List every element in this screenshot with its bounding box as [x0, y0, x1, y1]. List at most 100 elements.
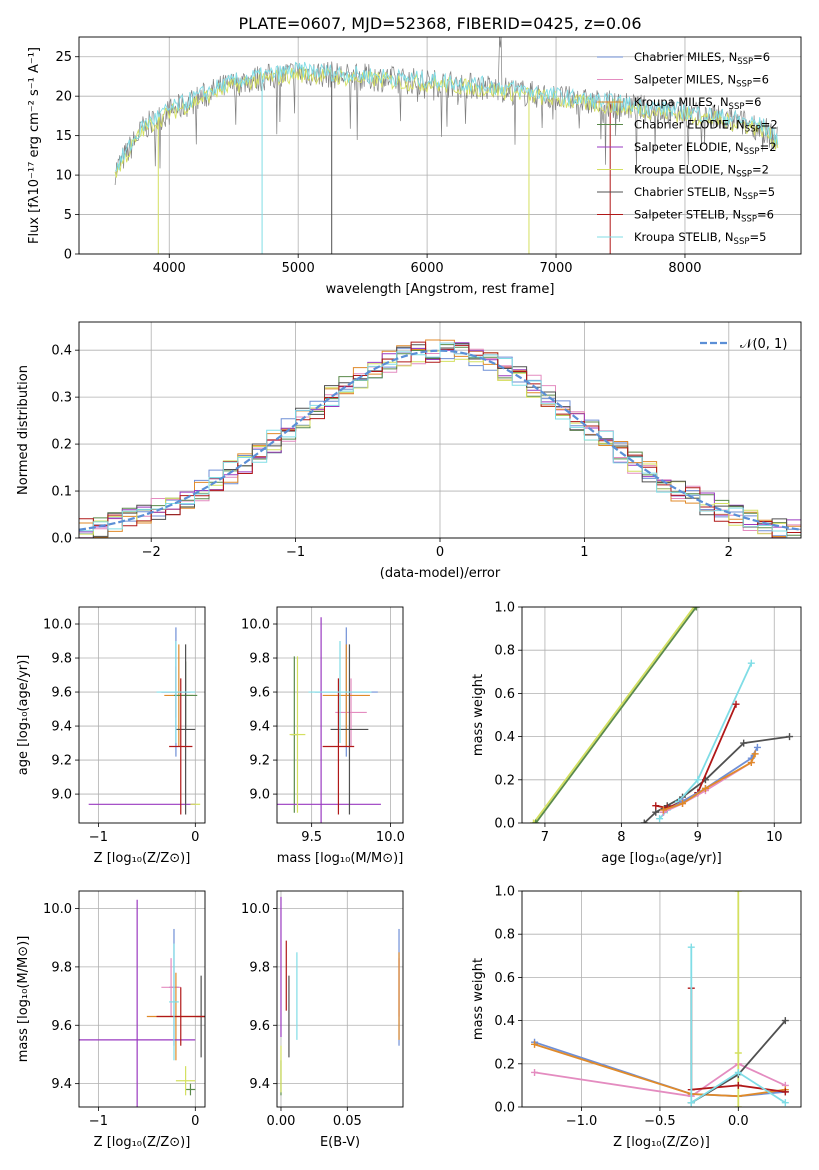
- series-marker: [732, 700, 740, 708]
- axes-frame: [521, 606, 802, 824]
- y-tick-label: 0.0: [51, 532, 72, 547]
- x-tick-label: 4000: [153, 261, 186, 276]
- series-line: [534, 1043, 786, 1098]
- series-marker: [694, 776, 702, 784]
- x-axis-label: Z [log₁₀(Z/Z⊙)]: [94, 1135, 191, 1150]
- x-tick-label: −1: [89, 830, 108, 845]
- y-tick-label: 1.0: [494, 601, 515, 616]
- series-marker: [692, 607, 700, 611]
- series-marker: [751, 750, 759, 758]
- figure-title: PLATE=0607, MJD=52368, FIBERID=0425, z=0…: [238, 14, 641, 33]
- y-tick-label: 1.0: [494, 885, 515, 900]
- series-marker: [781, 1017, 789, 1025]
- series-marker: [747, 759, 755, 767]
- y-tick-label: 9.8: [51, 960, 72, 975]
- y-tick-label: 0.2: [494, 773, 515, 788]
- x-tick-label: 7000: [539, 261, 572, 276]
- x-tick-label: 0: [191, 1114, 199, 1129]
- x-tick-label: 6000: [411, 261, 444, 276]
- y-tick-label: 15: [55, 129, 72, 144]
- legend-label: Kroupa ELODIE, NSSP=2: [634, 163, 769, 180]
- y-tick-label: 0.2: [51, 438, 72, 453]
- series-marker: [747, 659, 755, 667]
- y-tick-label: 9.8: [249, 652, 270, 667]
- legend-label: Salpeter STELIB, NSSP=6: [634, 208, 774, 225]
- x-tick-label: 0.0: [728, 1114, 749, 1129]
- axes-frame: [78, 606, 206, 824]
- y-tick-label: 10: [55, 169, 72, 184]
- series-marker: [687, 943, 695, 951]
- series-marker: [640, 819, 648, 823]
- series-marker: [734, 1068, 742, 1076]
- weight-series: [659, 750, 759, 814]
- series-marker: [531, 1068, 539, 1076]
- error-point: [289, 656, 306, 813]
- y-axis-label: mass weight: [471, 958, 486, 1040]
- series-marker: [531, 1040, 539, 1048]
- series-marker: [734, 1103, 742, 1107]
- legend-label: Chabrier ELODIE, NSSP=2: [634, 118, 778, 135]
- series-line: [532, 607, 695, 823]
- x-tick-label: 9: [694, 830, 702, 845]
- plot-area: [531, 891, 789, 1107]
- x-tick-label: 9.5: [301, 830, 322, 845]
- y-tick-label: 9.2: [51, 754, 72, 769]
- y-tick-label: 0.4: [51, 344, 72, 359]
- series-line: [535, 607, 698, 823]
- y-axis-label: Flux [fλ10⁻¹⁷ erg cm⁻² s⁻¹ A⁻¹]: [27, 47, 42, 244]
- legend: Chabrier MILES, NSSP=6 Salpeter MILES, NS…: [597, 50, 778, 247]
- y-tick-label: 5: [64, 208, 72, 223]
- weight-series: [687, 943, 789, 1107]
- error-point: [277, 617, 381, 823]
- x-tick-label: 1: [580, 545, 588, 560]
- plot-area: [79, 339, 801, 538]
- x-tick-label: −1.0: [566, 1114, 598, 1129]
- series-marker: [781, 1088, 789, 1096]
- y-tick-label: 10.0: [43, 902, 72, 917]
- y-tick-label: 9.6: [249, 1019, 270, 1034]
- legend-label: Kroupa STELIB, NSSP=5: [634, 230, 766, 247]
- plot-area: [529, 607, 794, 823]
- series-line: [534, 1062, 786, 1098]
- x-tick-label: 8: [617, 830, 625, 845]
- series-marker: [529, 819, 537, 823]
- y-tick-label: 9.0: [249, 788, 270, 803]
- y-tick-label: 10.0: [241, 618, 270, 633]
- residual-histogram: [79, 342, 801, 538]
- y-tick-label: 0.8: [494, 644, 515, 659]
- series-marker: [734, 891, 742, 895]
- y-tick-label: 10.0: [43, 618, 72, 633]
- panel-weight-vs-age: 7 8 9 10 0.0 0.2 0.4 0.6 0.8 1.0 age [log₁₀(age/yr…: [471, 601, 802, 866]
- x-tick-label: 2: [725, 545, 733, 560]
- plot-area: [277, 617, 381, 823]
- panel-spectrum: 4000 5000 6000 7000 8000 0 5 10 15 20 25 wavelength…: [27, 36, 802, 297]
- legend-label: Chabrier STELIB, NSSP=5: [634, 185, 775, 202]
- x-tick-label: −2: [142, 545, 161, 560]
- plot-area: [280, 896, 400, 1096]
- y-tick-label: 9.4: [249, 1077, 270, 1092]
- y-tick-label: 0.3: [51, 391, 72, 406]
- y-tick-label: 0.1: [51, 485, 72, 500]
- series-marker: [734, 1081, 742, 1089]
- x-tick-label: 10: [766, 830, 783, 845]
- y-tick-label: 20: [55, 90, 72, 105]
- y-tick-label: 9.8: [51, 652, 72, 667]
- axes-frame: [78, 36, 802, 255]
- y-tick-label: 9.6: [51, 686, 72, 701]
- error-point: [322, 678, 355, 815]
- x-tick-label: 0.00: [267, 1114, 296, 1129]
- series-marker: [679, 800, 687, 808]
- y-axis-label: mass weight: [471, 674, 486, 756]
- series-marker: [652, 802, 660, 810]
- series-line: [663, 761, 752, 814]
- y-axis-label: age [log₁₀(age/yr)]: [16, 655, 31, 776]
- y-tick-label: 0.4: [494, 730, 515, 745]
- error-point: [161, 958, 181, 1017]
- x-axis-label: (data-model)/error: [380, 566, 501, 581]
- y-axis-label: Normed distribution: [16, 365, 31, 495]
- axes-frame: [521, 890, 802, 1108]
- legend-label: Salpeter ELODIE, NSSP=2: [634, 140, 777, 157]
- x-axis-label: wavelength [Angstrom, rest frame]: [326, 282, 555, 297]
- data-spectrum: [114, 37, 778, 186]
